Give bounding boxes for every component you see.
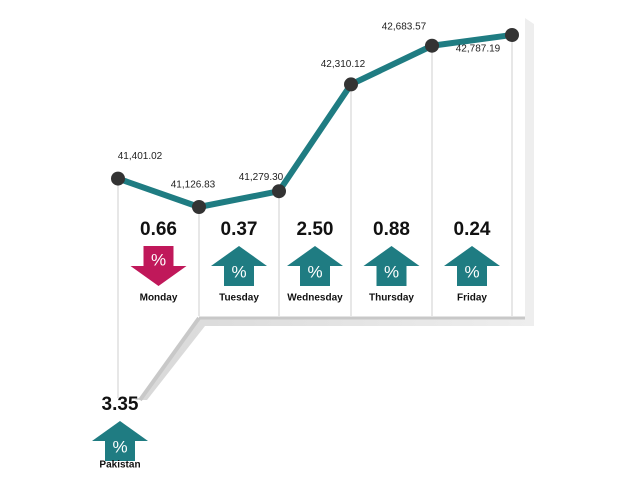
point	[111, 171, 125, 186]
diagonal-edge	[138, 316, 201, 402]
point	[272, 184, 286, 199]
value-label: 41,279.30	[239, 172, 284, 183]
day-label: Thursday	[369, 293, 414, 304]
change-value: 2.50	[297, 219, 334, 240]
change-value: 3.35	[102, 394, 139, 415]
percent-symbol: %	[231, 262, 246, 281]
value-label: 42,683.57	[382, 21, 427, 32]
percent-symbol: %	[112, 437, 127, 456]
point	[505, 28, 519, 42]
point	[344, 77, 358, 92]
change-value: 0.37	[221, 219, 258, 240]
change-value: 0.66	[140, 219, 177, 240]
point	[192, 200, 206, 214]
day-label: Pakistan	[99, 460, 140, 471]
change-arrow	[211, 246, 267, 286]
day-label: Tuesday	[219, 293, 259, 304]
change-arrow	[130, 246, 187, 286]
change-value: 0.24	[454, 219, 491, 240]
value-label: 41,126.83	[171, 180, 216, 191]
percent-symbol: %	[151, 250, 166, 269]
value-label: 41,401.02	[118, 151, 163, 162]
change-arrow	[444, 246, 500, 286]
change-value: 0.88	[373, 219, 410, 240]
value-label: 42,310.12	[321, 59, 366, 70]
change-arrow	[363, 246, 420, 286]
point	[425, 38, 439, 53]
percent-symbol: %	[307, 262, 322, 281]
panel-shadow	[135, 18, 534, 400]
day-label: Wednesday	[287, 293, 343, 304]
change-arrow	[92, 421, 148, 461]
day-label: Friday	[457, 293, 487, 304]
day-label: Monday	[140, 293, 178, 304]
index-line	[117, 32, 513, 210]
value-label: 42,787.19	[456, 44, 501, 55]
change-arrow	[287, 246, 343, 286]
panel	[118, 18, 525, 398]
percent-symbol: %	[464, 262, 479, 281]
percent-symbol: %	[384, 262, 399, 281]
